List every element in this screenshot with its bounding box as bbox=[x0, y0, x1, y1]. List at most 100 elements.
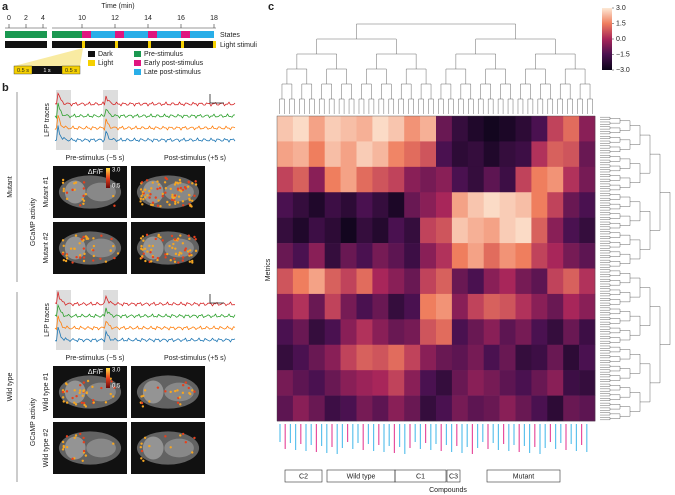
activity bbox=[84, 454, 88, 457]
dendrogram bbox=[445, 68, 467, 84]
activity bbox=[64, 259, 68, 263]
heatmap-cell bbox=[324, 141, 341, 168]
activity bbox=[184, 381, 188, 384]
activity bbox=[110, 380, 113, 383]
heatmap-cell bbox=[356, 344, 373, 371]
activity bbox=[82, 202, 85, 205]
activity bbox=[181, 391, 185, 395]
heatmap-cell bbox=[531, 319, 548, 346]
axis-label: Metrics bbox=[265, 258, 272, 281]
heatmap-cell bbox=[324, 116, 341, 142]
dendrogram bbox=[600, 398, 611, 401]
activity bbox=[189, 392, 192, 396]
activity bbox=[145, 233, 149, 237]
heatmap-cell bbox=[420, 166, 437, 193]
dendrogram bbox=[577, 98, 583, 114]
dendrogram bbox=[620, 254, 631, 264]
activity bbox=[62, 189, 65, 193]
activity bbox=[104, 401, 108, 404]
dendrogram bbox=[478, 98, 484, 114]
dendrogram bbox=[650, 153, 661, 231]
activity bbox=[186, 185, 190, 188]
heatmap-cell bbox=[451, 116, 469, 142]
activity bbox=[191, 182, 194, 185]
activity bbox=[170, 198, 174, 202]
heatmap-cell bbox=[388, 293, 405, 320]
activity bbox=[91, 385, 94, 389]
dendrogram bbox=[388, 98, 394, 114]
activity bbox=[144, 196, 147, 199]
dendrogram bbox=[560, 83, 571, 99]
activity bbox=[174, 200, 177, 203]
activity bbox=[112, 194, 115, 198]
dendrogram bbox=[600, 345, 611, 349]
heatmap-cell bbox=[356, 141, 373, 168]
heatmap-cell bbox=[467, 192, 484, 218]
activity bbox=[149, 193, 152, 196]
activity bbox=[142, 394, 145, 398]
heatmap-cell bbox=[515, 370, 532, 396]
heatmap-cell bbox=[404, 243, 421, 269]
activity bbox=[116, 252, 120, 255]
time-tick-label: 2 bbox=[24, 15, 28, 22]
dendrogram bbox=[610, 242, 621, 248]
heatmap-cell bbox=[515, 116, 532, 142]
state-late bbox=[157, 31, 181, 38]
activity bbox=[173, 238, 177, 241]
heatmap-cell bbox=[579, 141, 596, 168]
heatmap-cell bbox=[483, 293, 500, 320]
heatmap-cell bbox=[531, 217, 548, 244]
heatmap-cell bbox=[499, 116, 516, 142]
dendrogram bbox=[600, 116, 611, 120]
dendrogram bbox=[455, 53, 496, 69]
activity bbox=[141, 405, 145, 408]
heatmap-cell bbox=[388, 344, 405, 371]
heatmap-cell bbox=[436, 370, 453, 396]
activity bbox=[151, 181, 154, 184]
heatmap-cell bbox=[547, 217, 564, 244]
cbar-tick: 3.0 bbox=[112, 368, 121, 374]
dendrogram bbox=[600, 274, 611, 278]
dendrogram bbox=[630, 239, 641, 260]
activity bbox=[171, 195, 174, 199]
dendrogram bbox=[610, 251, 621, 257]
activity bbox=[141, 235, 145, 238]
activity bbox=[164, 435, 167, 438]
heatmap-cell bbox=[292, 243, 310, 269]
dendrogram bbox=[600, 240, 611, 244]
activity bbox=[179, 186, 183, 190]
activity bbox=[61, 440, 65, 444]
heatmap-cell bbox=[499, 293, 516, 320]
heatmap-cell bbox=[420, 395, 437, 422]
dendrogram bbox=[600, 312, 611, 316]
activity bbox=[169, 258, 172, 262]
activity bbox=[112, 395, 115, 398]
activity bbox=[189, 249, 192, 252]
activity bbox=[92, 259, 95, 262]
dendrogram bbox=[610, 356, 621, 362]
activity bbox=[172, 242, 175, 246]
dendrogram bbox=[600, 412, 611, 416]
activity bbox=[157, 199, 160, 202]
heatmap-cell bbox=[531, 192, 548, 218]
heatmap-cell bbox=[499, 370, 516, 396]
activity bbox=[188, 260, 192, 263]
activity bbox=[61, 448, 65, 451]
state-early bbox=[181, 31, 190, 38]
lfp-trace bbox=[54, 125, 236, 143]
heatmap-cell bbox=[436, 268, 453, 295]
activity bbox=[113, 386, 116, 389]
dendrogram bbox=[299, 98, 305, 114]
brain bbox=[142, 236, 164, 260]
activity bbox=[113, 204, 116, 207]
heatmap-cell bbox=[563, 116, 580, 142]
heatmap-cell bbox=[308, 217, 325, 244]
heatmap-cell bbox=[579, 192, 596, 218]
activity bbox=[191, 451, 194, 454]
dendrogram bbox=[600, 364, 611, 368]
dendrogram bbox=[600, 336, 611, 339]
heatmap-cell bbox=[277, 217, 294, 244]
legend-swatch bbox=[134, 51, 141, 57]
cbar bbox=[106, 168, 110, 188]
dendrogram bbox=[579, 83, 591, 99]
